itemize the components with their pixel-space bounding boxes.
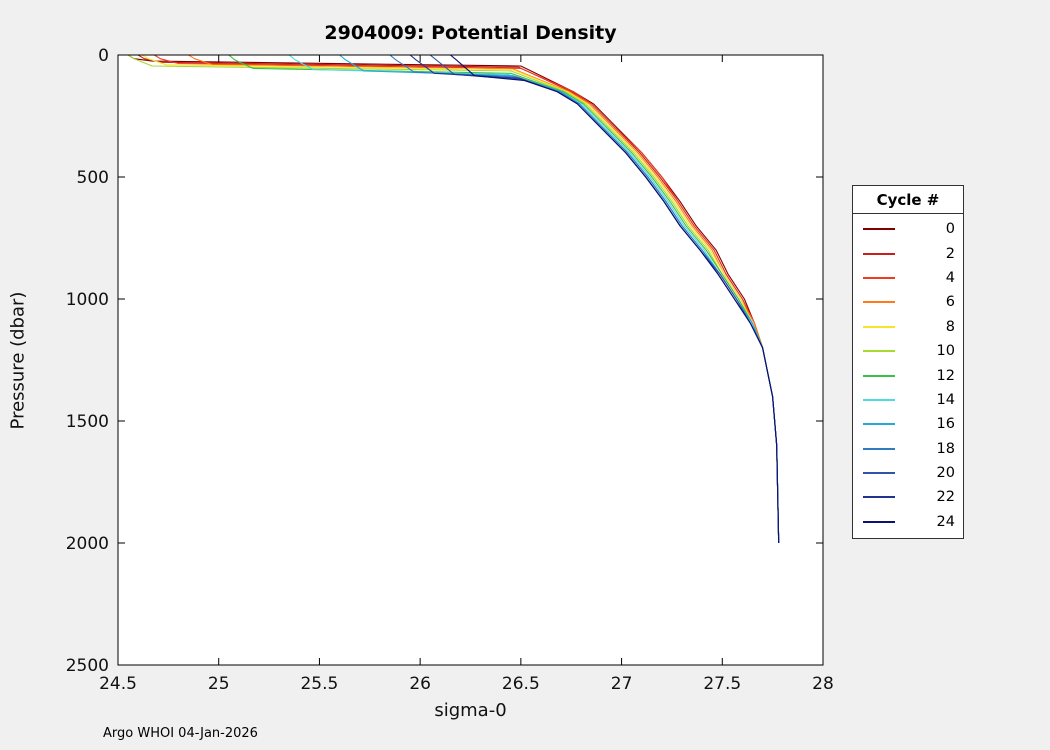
- x-tick-label: 26.5: [502, 674, 540, 694]
- legend-entry-cycle-0: 0: [853, 217, 963, 241]
- x-tick-label: 24.5: [99, 674, 137, 694]
- legend-line-swatch: [863, 398, 895, 401]
- legend-line-swatch: [863, 276, 895, 279]
- legend-entries: 0 2 4 6 8 10 12 14 16 18 20 22 24: [853, 217, 963, 534]
- legend-entry-label: 4: [945, 269, 955, 286]
- legend-entry-label: 22: [936, 489, 955, 506]
- legend-entry-label: 12: [936, 367, 955, 384]
- legend-entry-label: 10: [936, 343, 955, 360]
- y-tick-label: 1000: [66, 290, 109, 310]
- legend-entry-cycle-10: 10: [853, 339, 963, 363]
- x-tick-label: 26: [409, 674, 431, 694]
- legend-entry-cycle-14: 14: [853, 388, 963, 412]
- legend-title: Cycle #: [853, 186, 963, 214]
- legend-entry-cycle-4: 4: [853, 266, 963, 290]
- legend-line-swatch: [863, 325, 895, 328]
- legend-line-swatch: [863, 301, 895, 304]
- legend-entry-cycle-24: 24: [853, 510, 963, 534]
- legend-line-swatch: [863, 350, 895, 353]
- x-tick-label: 27: [611, 674, 633, 694]
- legend-line-swatch: [863, 496, 895, 499]
- legend-entry-cycle-18: 18: [853, 437, 963, 461]
- y-tick-label: 500: [77, 168, 109, 188]
- plot-background: [118, 55, 823, 665]
- legend-entry-label: 14: [936, 391, 955, 408]
- y-tick-label: 2500: [66, 656, 109, 676]
- x-tick-label: 28: [812, 674, 834, 694]
- legend-entry-label: 16: [936, 416, 955, 433]
- legend-entry-label: 8: [945, 318, 955, 335]
- legend-box: Cycle # 0 2 4 6 8 10 12 14 16 18 20 22 24: [852, 185, 964, 540]
- y-tick-label: 2000: [66, 534, 109, 554]
- legend-line-swatch: [863, 252, 895, 255]
- legend-line-swatch: [863, 520, 895, 523]
- legend-line-swatch: [863, 423, 895, 426]
- legend-line-swatch: [863, 472, 895, 475]
- legend-entry-label: 0: [945, 221, 955, 238]
- series-group: [127, 55, 780, 544]
- footer-annotation: Argo WHOI 04-Jan-2026: [103, 726, 258, 741]
- legend-entry-label: 6: [945, 294, 955, 311]
- legend-line-swatch: [863, 228, 895, 231]
- y-tick-label: 1500: [66, 412, 109, 432]
- profile-line-cycle-24: [450, 55, 780, 544]
- legend-line-swatch: [863, 374, 895, 377]
- legend-entry-cycle-20: 20: [853, 461, 963, 485]
- legend-entry-label: 2: [945, 245, 955, 262]
- x-tick-label: 27.5: [703, 674, 741, 694]
- legend-entry-cycle-8: 8: [853, 315, 963, 339]
- legend-entry-cycle-16: 16: [853, 412, 963, 436]
- legend-entry-cycle-12: 12: [853, 363, 963, 387]
- plot-title: 2904009: Potential Density: [324, 22, 617, 44]
- x-axis-label: sigma-0: [434, 700, 507, 721]
- y-axis-label: Pressure (dbar): [7, 291, 29, 430]
- legend-entry-label: 18: [936, 440, 955, 457]
- x-tick-label: 25.5: [300, 674, 338, 694]
- legend-entry-cycle-22: 22: [853, 485, 963, 509]
- legend-entry-label: 24: [936, 513, 955, 530]
- legend-entry-cycle-6: 6: [853, 290, 963, 314]
- axes-frame: [117, 54, 824, 666]
- y-tick-label: 0: [98, 46, 109, 66]
- legend-line-swatch: [863, 447, 895, 450]
- x-tick-label: 25: [208, 674, 230, 694]
- legend-entry-label: 20: [936, 465, 955, 482]
- legend-entry-cycle-2: 2: [853, 241, 963, 265]
